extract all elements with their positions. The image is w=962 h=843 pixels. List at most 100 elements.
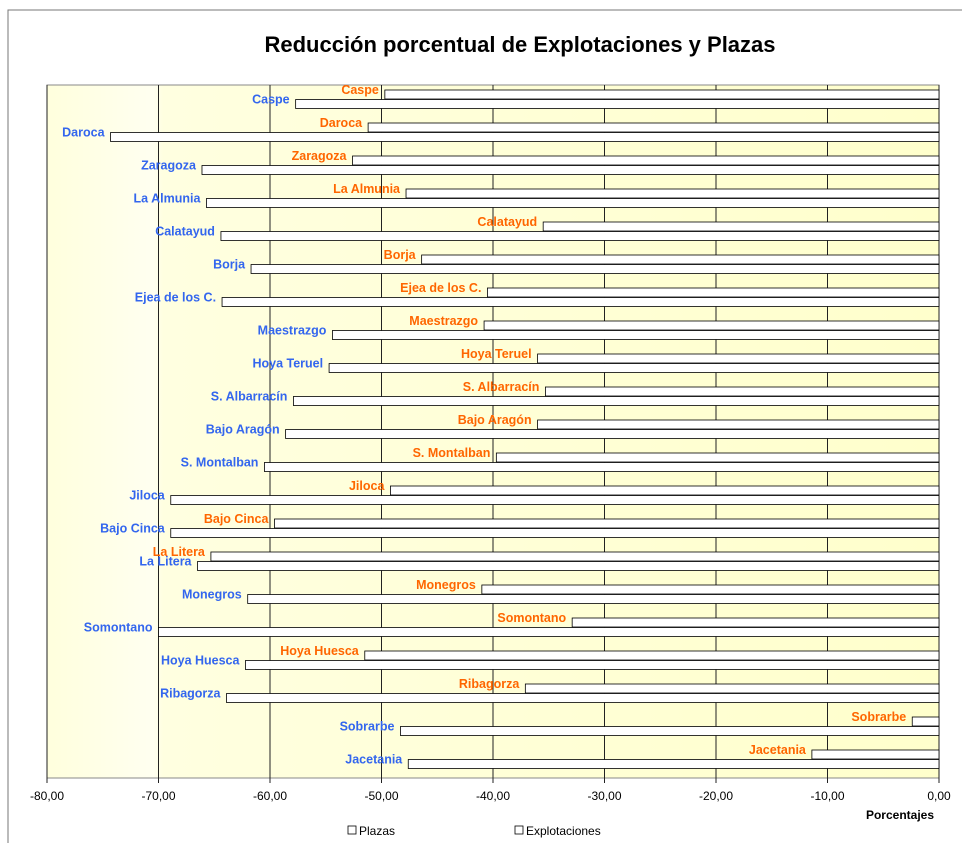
bar bbox=[524, 683, 940, 694]
data-label: Borja bbox=[213, 258, 246, 272]
data-label: Maestrazgo bbox=[409, 314, 478, 328]
data-label: Hoya Huesca bbox=[161, 654, 241, 668]
data-label: Daroca bbox=[62, 126, 105, 140]
bar bbox=[405, 188, 940, 199]
x-tick-label: -20,00 bbox=[699, 789, 733, 803]
bar bbox=[384, 89, 940, 100]
bar bbox=[250, 264, 940, 274]
legend-swatch bbox=[347, 825, 357, 835]
data-label: Bajo Cinca bbox=[204, 512, 270, 526]
bar bbox=[483, 320, 940, 331]
bar bbox=[542, 221, 940, 232]
data-label: Hoya Huesca bbox=[280, 644, 360, 658]
data-label: Zaragoza bbox=[141, 159, 197, 173]
data-label: Monegros bbox=[416, 578, 476, 592]
data-label: Zaragoza bbox=[292, 149, 348, 163]
legend-swatch bbox=[514, 825, 524, 835]
data-label: Monegros bbox=[182, 588, 242, 602]
bar bbox=[295, 99, 940, 109]
bar bbox=[328, 363, 940, 373]
data-label: Somontano bbox=[497, 611, 566, 625]
data-label: Somontano bbox=[84, 621, 153, 635]
data-label: Sobrarbe bbox=[340, 720, 395, 734]
x-tick-label: -60,00 bbox=[253, 789, 287, 803]
bar bbox=[264, 462, 940, 472]
data-label: Hoya Teruel bbox=[252, 357, 323, 371]
bar bbox=[170, 528, 940, 538]
bar bbox=[367, 122, 940, 133]
legend-label: Explotaciones bbox=[526, 824, 601, 838]
bar bbox=[495, 452, 940, 463]
data-label: Sobrarbe bbox=[851, 710, 906, 724]
data-label: S. Montalban bbox=[413, 446, 491, 460]
data-label: La Litera bbox=[139, 555, 192, 569]
data-label: Ribagorza bbox=[160, 687, 221, 701]
data-label: Maestrazgo bbox=[258, 324, 327, 338]
bar bbox=[170, 495, 940, 505]
x-tick-label: -70,00 bbox=[141, 789, 175, 803]
data-label: Bajo Cinca bbox=[100, 522, 166, 536]
data-label: Bajo Aragón bbox=[206, 423, 280, 437]
data-label: S. Montalban bbox=[181, 456, 259, 470]
bar bbox=[221, 297, 940, 307]
data-label: Caspe bbox=[252, 93, 290, 107]
bar bbox=[158, 627, 940, 637]
data-label: Jacetania bbox=[749, 743, 807, 757]
data-label: Ejea de los C. bbox=[135, 291, 216, 305]
bar bbox=[285, 429, 940, 439]
bar bbox=[210, 551, 940, 562]
data-label: Jacetania bbox=[345, 753, 403, 767]
data-label: Calatayud bbox=[155, 225, 215, 239]
bar bbox=[421, 254, 940, 265]
data-label: Ejea de los C. bbox=[400, 281, 481, 295]
bar bbox=[197, 561, 940, 571]
bar bbox=[110, 132, 940, 142]
bar bbox=[220, 231, 940, 241]
bar bbox=[571, 617, 940, 628]
bar bbox=[545, 386, 940, 397]
bar bbox=[247, 594, 940, 604]
data-label: Borja bbox=[384, 248, 417, 262]
data-label: Jiloca bbox=[129, 489, 165, 503]
x-tick-label: -30,00 bbox=[587, 789, 621, 803]
data-label: La Litera bbox=[153, 545, 206, 559]
data-label: S. Albarracín bbox=[211, 390, 288, 404]
x-tick-label: -50,00 bbox=[364, 789, 398, 803]
data-label: S. Albarracín bbox=[463, 380, 540, 394]
bar bbox=[274, 518, 940, 529]
data-label: Calatayud bbox=[477, 215, 537, 229]
x-tick-label: 0,00 bbox=[927, 789, 951, 803]
bar bbox=[811, 749, 940, 760]
data-label: Daroca bbox=[320, 116, 363, 130]
data-label: Hoya Teruel bbox=[461, 347, 532, 361]
bar bbox=[400, 726, 940, 736]
bar bbox=[537, 353, 940, 364]
bar bbox=[481, 584, 940, 595]
bar bbox=[293, 396, 940, 406]
data-label: Jiloca bbox=[349, 479, 385, 493]
chart-title: Reducción porcentual de Explotaciones y … bbox=[264, 32, 775, 57]
bar bbox=[390, 485, 940, 496]
data-label: Caspe bbox=[341, 83, 379, 97]
x-axis-label: Porcentajes bbox=[866, 808, 934, 822]
bar bbox=[332, 330, 940, 340]
bar bbox=[911, 716, 940, 727]
x-tick-label: -40,00 bbox=[476, 789, 510, 803]
x-tick-label: -80,00 bbox=[30, 789, 64, 803]
bar bbox=[206, 198, 940, 208]
bar bbox=[487, 287, 940, 298]
bar bbox=[537, 419, 940, 430]
bar bbox=[226, 693, 940, 703]
data-label: Ribagorza bbox=[459, 677, 520, 691]
bar bbox=[352, 155, 940, 166]
x-tick-label: -10,00 bbox=[810, 789, 844, 803]
data-label: La Almunia bbox=[333, 182, 401, 196]
bar bbox=[407, 759, 940, 769]
bar bbox=[245, 660, 940, 670]
legend-label: Plazas bbox=[359, 824, 395, 838]
bar bbox=[364, 650, 940, 661]
data-label: Bajo Aragón bbox=[458, 413, 532, 427]
data-label: La Almunia bbox=[134, 192, 202, 206]
